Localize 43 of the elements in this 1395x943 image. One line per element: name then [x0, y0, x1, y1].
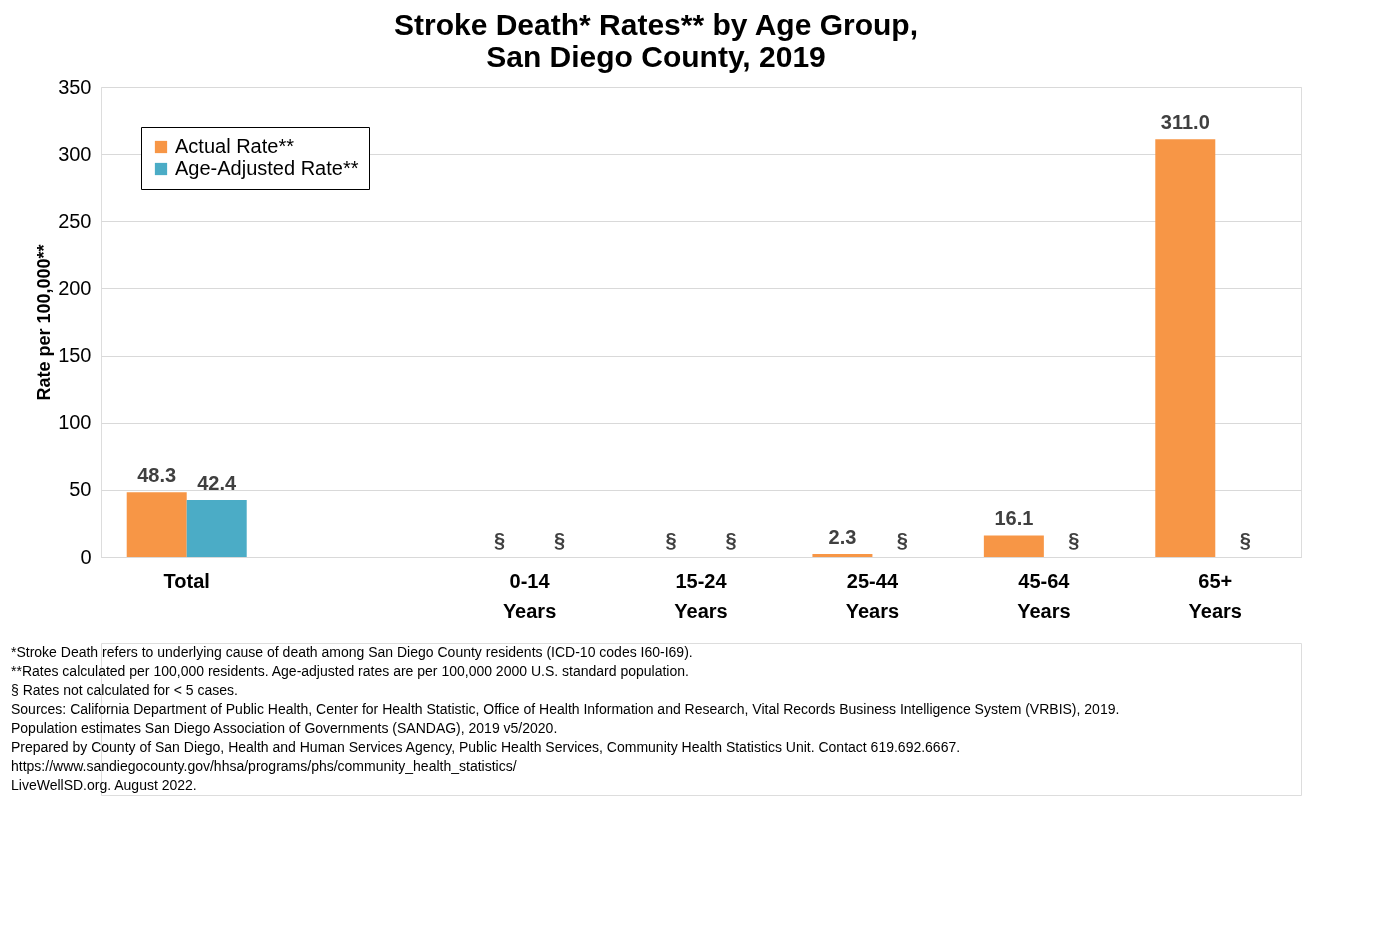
x-tick-label: 65+ Years [1188, 569, 1242, 622]
x-tick-label: 45-64 Years [1017, 569, 1071, 622]
x-tick-label: 0-14 Years [502, 569, 557, 622]
y-tick-label: 250 [58, 209, 92, 232]
text: Stroke Death* Rates** by Age Group, [393, 7, 919, 41]
text: § [494, 529, 506, 551]
x-tick-label: Total [163, 569, 210, 592]
data-label: 48.3 [137, 464, 177, 487]
text: § [1239, 529, 1251, 551]
text: Population estimates San Diego Association of Governments (SANDAG), 2019 v5/2020. [11, 719, 558, 736]
bar [983, 535, 1044, 557]
y-tick-label: 0 [80, 545, 92, 568]
y-axis-title: Rate per 100,000** [34, 244, 55, 401]
x-tick-label: 25-44 Years [845, 569, 900, 622]
y-tick-label: 200 [58, 276, 92, 299]
text: https://www.sandiegocounty.gov/hhsa/programs/phs/community_health_statistics/ [11, 757, 517, 774]
bar [1155, 139, 1216, 557]
text: *Stroke Death refers to underlying cause of death among San Diego County residents (ICD-10 codes I60-I69). [11, 643, 693, 660]
source-note: Sources: California Department of Public Health, Center for Health Statistic, Office of Health Information and Research, Vital Records Business Intelligence System (VRBIS), 2019. [11, 700, 1120, 717]
y-tick-label: 150 [58, 344, 92, 367]
text: § [725, 529, 737, 551]
legend-label: Actual Rate** [175, 135, 295, 157]
text: **Rates calculated per 100,000 residents. Age-adjusted rates are per 100,000 2000 U.S. standard population. [11, 662, 689, 679]
x-tick-label: 15-24 Years [674, 569, 728, 622]
data-label: 16.1 [994, 507, 1034, 530]
text: § Rates not calculated for < 5 cases. [11, 681, 238, 698]
data-label: 2.3 [828, 525, 857, 548]
y-tick-label: 100 [58, 411, 92, 434]
data-label: 311.0 [1160, 111, 1210, 134]
y-tick-label: 300 [58, 142, 92, 165]
text: § [1068, 529, 1080, 551]
bar [186, 500, 247, 557]
legend-label: Age-Adjusted Rate** [175, 157, 359, 179]
text: § [554, 529, 566, 551]
y-tick-label: 50 [69, 478, 92, 501]
data-label: 42.4 [197, 472, 238, 495]
text: § [665, 529, 677, 551]
y-tick-label: 350 [58, 75, 92, 98]
bar [126, 492, 187, 557]
text: Prepared by County of San Diego, Health and Human Services Agency, Public Health Services, Community Health Statistics Unit. Contact 619.692.6667. [11, 738, 961, 755]
bar [812, 553, 873, 557]
text: § [896, 529, 908, 551]
text: LiveWellSD.org. August 2022. [11, 776, 197, 793]
